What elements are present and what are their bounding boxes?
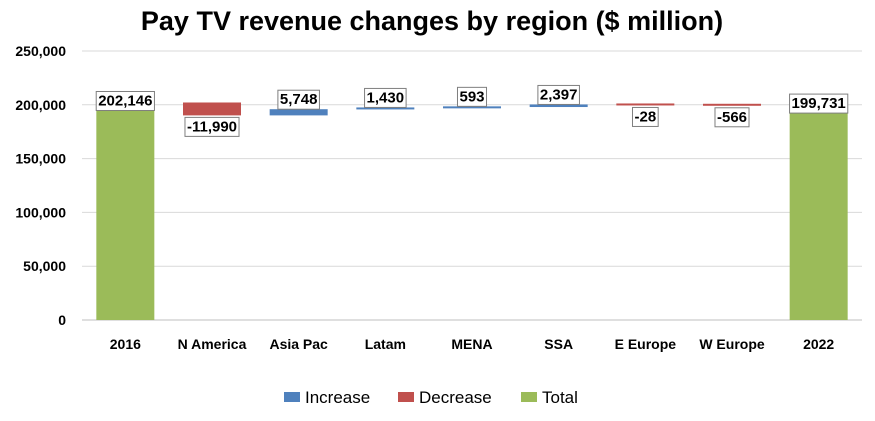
legend-swatch: [284, 392, 300, 402]
bar-asia-pac: [269, 109, 328, 116]
data-label: 199,731: [789, 93, 849, 114]
data-label-box: [95, 90, 155, 111]
data-label-box: [714, 107, 750, 128]
bar-w-europe: [703, 103, 761, 106]
chart-title: Pay TV revenue changes by region ($ mill…: [141, 6, 723, 36]
bars: [96, 102, 848, 320]
bar-mena: [443, 106, 501, 109]
x-tick-label: 2016: [110, 336, 141, 352]
data-label-text: 593: [459, 88, 484, 105]
data-label-text: 5,748: [280, 91, 318, 108]
data-label-box: [631, 106, 659, 127]
x-tick-label: E Europe: [615, 336, 677, 352]
data-label-text: 202,146: [98, 92, 152, 109]
x-tick-label: SSA: [544, 336, 573, 352]
legend-label: Total: [542, 388, 578, 407]
bar-e-europe: [616, 103, 675, 106]
y-tick-label: 150,000: [15, 151, 66, 167]
y-tick-label: 0: [58, 312, 66, 328]
legend-item-total: Total: [521, 388, 578, 407]
data-label-box: [184, 116, 240, 137]
x-tick-label: W Europe: [699, 336, 765, 352]
data-label-text: -11,990: [187, 118, 237, 135]
bar-latam: [356, 107, 415, 110]
legend-item-decrease: Decrease: [398, 388, 492, 407]
y-tick-label: 100,000: [15, 204, 66, 220]
bar-ssa: [529, 104, 588, 108]
y-tick-label: 250,000: [15, 43, 66, 59]
data-label-text: -566: [717, 109, 747, 126]
x-tick-label: Latam: [365, 336, 406, 352]
y-tick-label: 200,000: [15, 97, 66, 113]
legend-label: Decrease: [419, 388, 492, 407]
data-label: 593: [456, 86, 488, 107]
data-label: -28: [631, 106, 659, 127]
data-label-box: [789, 93, 849, 114]
data-label: 5,748: [277, 89, 320, 110]
data-label-box: [537, 84, 580, 105]
x-tick-label: N America: [178, 336, 247, 352]
legend-label: Increase: [305, 388, 370, 407]
data-label: 1,430: [364, 87, 407, 108]
data-label-text: 199,731: [792, 95, 846, 112]
data-label: -566: [714, 107, 750, 128]
data-label: -11,990: [184, 116, 240, 137]
x-axis-ticks: 2016 N America Asia Pac Latam MENA SSA E Europ…: [110, 336, 835, 352]
bar-2022: [789, 105, 848, 320]
legend-swatch: [521, 392, 537, 402]
legend-swatch: [398, 392, 414, 402]
data-labels: 202,146 -11,990 5,748 1,430 593 2,397 -28 -566 1…: [95, 84, 849, 137]
data-label: 2,397: [537, 84, 580, 105]
legend: Increase Decrease Total: [284, 388, 578, 407]
data-label: 202,146: [95, 90, 155, 111]
x-tick-label: MENA: [451, 336, 492, 352]
data-label-text: 1,430: [367, 89, 405, 106]
data-label-text: 2,397: [540, 86, 578, 103]
x-tick-label: Asia Pac: [269, 336, 328, 352]
data-label-box: [277, 89, 320, 110]
y-tick-label: 50,000: [23, 258, 66, 274]
legend-item-increase: Increase: [284, 388, 370, 407]
data-label-box: [364, 87, 407, 108]
data-label-box: [456, 86, 488, 107]
bar-2016: [96, 102, 155, 320]
y-axis-ticks: 0 50,000 100,000 150,000 200,000 250,000: [15, 43, 66, 328]
x-tick-label: 2022: [803, 336, 834, 352]
bar-n-america: [183, 102, 241, 116]
data-label-text: -28: [634, 108, 656, 125]
